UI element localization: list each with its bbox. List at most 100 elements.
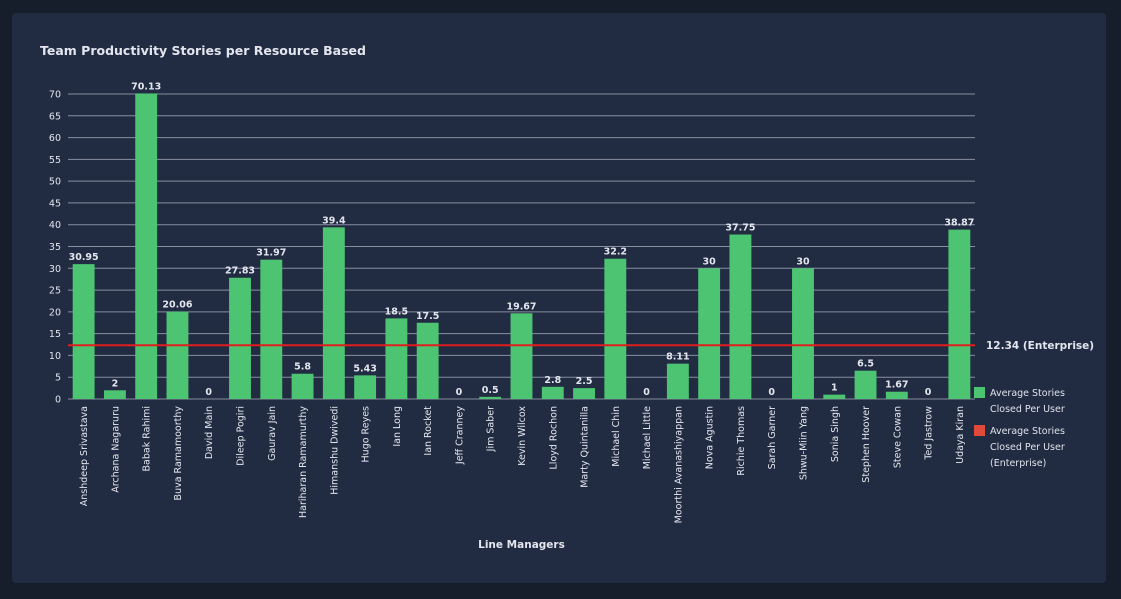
bar-value-label: 1.67 (885, 380, 908, 391)
y-tick-label: 15 (49, 329, 61, 340)
x-tick-label: Sonia Singh (830, 406, 841, 462)
bar-value-label: 8.11 (666, 352, 689, 363)
x-tick-label: Michael Chin (611, 406, 622, 467)
x-tick-label: Jim Saber (486, 406, 497, 452)
bar-value-label: 38.87 (944, 218, 974, 229)
bar (604, 258, 627, 399)
bar-value-label: 37.75 (725, 223, 755, 234)
bar (135, 93, 158, 400)
bar-value-label: 18.5 (385, 306, 408, 317)
bar-value-label: 31.97 (256, 248, 286, 259)
bar (729, 234, 752, 399)
enterprise-reference-label: 12.34 (Enterprise) (986, 340, 1094, 352)
bar-value-label: 30 (703, 256, 717, 267)
bar-value-label: 0 (205, 387, 212, 398)
y-tick-label: 20 (49, 307, 61, 318)
bar (948, 229, 971, 399)
bar (354, 375, 377, 399)
bar-value-label: 5.43 (353, 363, 376, 374)
bar (510, 313, 533, 399)
legend-label-average: Average Stories Closed Per User (990, 388, 1065, 415)
bar (322, 227, 345, 399)
bar (103, 390, 126, 399)
bar-value-label: 70.13 (131, 81, 161, 92)
x-tick-label: Hugo Reyes (361, 406, 372, 463)
legend-item-enterprise[interactable]: Average Stories Closed Per User (Enterpr… (974, 424, 1089, 472)
bar-value-label: 1 (831, 383, 838, 394)
y-tick-label: 5 (55, 373, 61, 384)
x-tick-label: Ian Long (392, 406, 403, 447)
y-tick-label: 30 (49, 264, 61, 275)
chart-card: Team Productivity Stories per Resource B… (12, 13, 1106, 583)
bar (792, 268, 814, 399)
bar-value-label: 17.5 (416, 311, 439, 322)
y-tick-label: 35 (49, 242, 61, 253)
bar (291, 373, 314, 399)
y-tick-label: 55 (49, 155, 61, 166)
legend-swatch-average (974, 387, 985, 398)
x-tick-label: Dileep Pogiri (236, 406, 247, 466)
x-tick-label: Steve Cowan (892, 406, 903, 468)
x-tick-label: Ian Rocket (423, 406, 434, 456)
y-tick-label: 40 (49, 220, 61, 231)
bar (666, 363, 689, 399)
bar-value-label: 6.5 (857, 359, 874, 370)
x-axis-title: Line Managers (478, 539, 565, 551)
legend-item-average[interactable]: Average Stories Closed Per User (974, 386, 1089, 418)
bar (854, 370, 877, 399)
bar-value-label: 0 (925, 387, 932, 398)
x-tick-label: Hariharan Ramamurthy (298, 406, 309, 518)
bar (385, 318, 408, 399)
bar-value-label: 2.5 (576, 376, 593, 387)
bar-value-label: 19.67 (506, 301, 536, 312)
bar-value-label: 0.5 (482, 385, 499, 396)
x-tick-label: Stephen Hoover (861, 406, 872, 483)
y-tick-label: 70 (49, 90, 61, 101)
bar (541, 386, 564, 399)
bar (229, 277, 251, 399)
bar-value-label: 2 (112, 378, 119, 389)
x-tick-label: Babak Rahimi (142, 406, 153, 471)
bar (416, 322, 439, 399)
y-tick-label: 25 (49, 286, 61, 297)
bar (698, 268, 721, 399)
bar (72, 264, 95, 399)
x-tick-label: Himanshu Dwivedi (329, 406, 340, 495)
bar-value-label: 2.8 (544, 375, 561, 386)
x-tick-label: Gaurav Jain (267, 406, 278, 461)
x-tick-label: Udaya Kiran (955, 406, 966, 464)
x-tick-label: Sarah Garner (767, 406, 778, 469)
bar-value-label: 30 (796, 256, 810, 267)
legend: Average Stories Closed Per User Average … (974, 386, 1089, 478)
x-tick-label: Shwu-Miin Yang (798, 406, 809, 480)
bar-value-label: 5.8 (294, 362, 311, 373)
y-tick-label: 0 (55, 395, 61, 406)
x-tick-label: Marty Quintanilla (580, 406, 591, 488)
bar (260, 259, 283, 399)
y-tick-label: 10 (49, 351, 61, 362)
bar (479, 396, 502, 399)
bar (573, 388, 595, 399)
y-tick-label: 50 (49, 177, 61, 188)
y-tick-label: 60 (49, 133, 61, 144)
bar-value-label: 0 (768, 387, 775, 398)
legend-swatch-enterprise (974, 425, 985, 436)
legend-label-enterprise: Average Stories Closed Per User (Enterpr… (990, 426, 1065, 469)
chart-title: Team Productivity Stories per Resource B… (40, 43, 366, 58)
x-tick-label: Lloyd Rochon (548, 406, 559, 469)
bar-value-label: 20.06 (162, 300, 192, 311)
bar-value-label: 39.4 (322, 215, 346, 226)
bar-value-label: 30.95 (69, 252, 99, 263)
bar (823, 394, 846, 399)
bar-value-label: 0 (643, 387, 650, 398)
x-tick-label: Ted Jastrow (924, 406, 935, 461)
bar-value-label: 32.2 (604, 247, 627, 258)
bar (166, 311, 189, 399)
x-tick-label: Richie Thomas (736, 406, 747, 476)
x-tick-label: David Main (204, 406, 215, 459)
x-tick-label: Archana Nagaruru (110, 406, 121, 493)
x-tick-label: Buva Ramamoorthy (173, 406, 184, 501)
x-tick-label: Nova Agustin (705, 406, 716, 469)
y-tick-label: 65 (49, 111, 61, 122)
